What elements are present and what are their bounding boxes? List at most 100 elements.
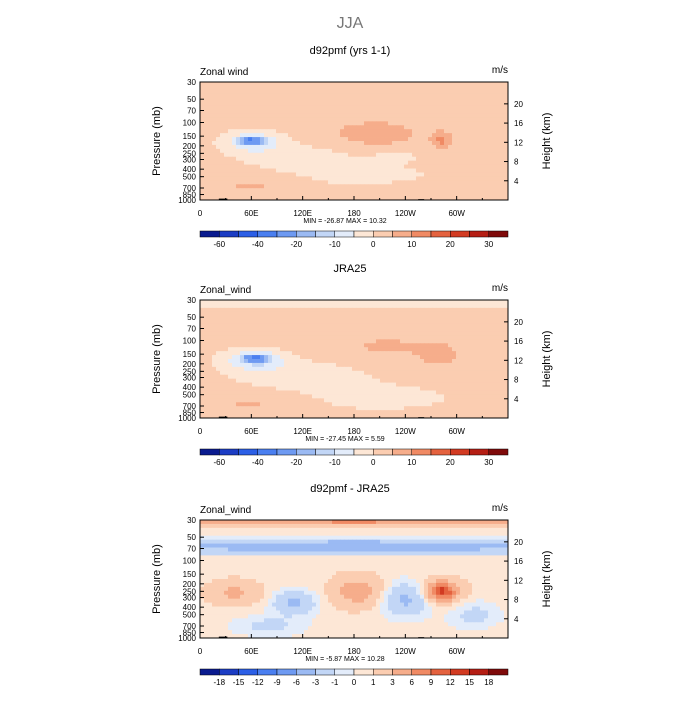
field-cell xyxy=(428,398,432,402)
field-cell xyxy=(244,188,248,192)
field-cell xyxy=(440,82,444,86)
field-cell xyxy=(408,406,412,410)
field-cell xyxy=(496,308,500,312)
field-cell xyxy=(320,133,324,137)
field-cell xyxy=(240,82,244,86)
field-cell xyxy=(440,320,444,324)
field-cell xyxy=(308,145,312,149)
field-cell xyxy=(396,371,400,375)
field-cell xyxy=(392,375,396,379)
colorbar-swatch xyxy=(277,449,296,455)
field-cell xyxy=(312,351,316,355)
field-cell xyxy=(264,355,268,359)
field-cell xyxy=(248,165,252,169)
field-cell xyxy=(452,161,456,165)
field-cell xyxy=(300,90,304,94)
field-cell xyxy=(200,324,204,328)
field-cell xyxy=(500,371,504,375)
field-cell xyxy=(392,406,396,410)
field-cell xyxy=(488,110,492,114)
field-cell xyxy=(384,192,388,196)
field-cell xyxy=(316,98,320,102)
field-cell xyxy=(252,180,256,184)
field-cell xyxy=(496,184,500,188)
colorbar-swatch xyxy=(258,449,277,455)
field-cell xyxy=(244,324,248,328)
field-cell xyxy=(360,180,364,184)
field-cell xyxy=(228,316,232,320)
field-cell xyxy=(432,406,436,410)
field-cell xyxy=(308,335,312,339)
field-cell xyxy=(416,94,420,98)
field-cell xyxy=(264,398,268,402)
field-cell xyxy=(396,117,400,121)
field-cell xyxy=(436,176,440,180)
field-cell xyxy=(432,402,436,406)
field-cell xyxy=(212,184,216,188)
field-cell xyxy=(272,133,276,137)
field-cell xyxy=(216,188,220,192)
field-cell xyxy=(248,172,252,176)
field-cell xyxy=(496,149,500,153)
field-cell xyxy=(364,371,368,375)
field-cell xyxy=(332,312,336,316)
field-cell xyxy=(212,169,216,173)
field-cell xyxy=(292,524,296,528)
field-cell xyxy=(300,188,304,192)
field-cell xyxy=(340,161,344,165)
field-cell xyxy=(360,157,364,161)
field-cell xyxy=(488,113,492,117)
field-cell xyxy=(388,328,392,332)
field-cell xyxy=(500,331,504,335)
field-cell xyxy=(304,520,308,524)
field-cell xyxy=(356,367,360,371)
field-cell xyxy=(500,320,504,324)
field-cell xyxy=(252,129,256,133)
field-cell xyxy=(404,343,408,347)
field-cell xyxy=(340,324,344,328)
field-cell xyxy=(208,387,212,391)
field-cell xyxy=(436,379,440,383)
field-cell xyxy=(468,387,472,391)
field-cell xyxy=(372,355,376,359)
field-cell xyxy=(452,129,456,133)
field-cell xyxy=(444,406,448,410)
field-cell xyxy=(276,98,280,102)
field-cell xyxy=(488,117,492,121)
field-cell xyxy=(424,121,428,125)
field-cell xyxy=(448,180,452,184)
field-cell xyxy=(208,102,212,106)
field-cell xyxy=(236,82,240,86)
field-cell xyxy=(424,402,428,406)
field-cell xyxy=(276,129,280,133)
field-cell xyxy=(468,137,472,141)
field-cell xyxy=(400,172,404,176)
field-cell xyxy=(216,394,220,398)
field-cell xyxy=(380,98,384,102)
field-cell xyxy=(324,113,328,117)
field-cell xyxy=(452,308,456,312)
field-cell xyxy=(372,335,376,339)
field-cell xyxy=(496,110,500,114)
field-cell xyxy=(476,176,480,180)
field-cell xyxy=(284,410,288,414)
field-cell xyxy=(232,351,236,355)
field-cell xyxy=(220,339,224,343)
field-cell xyxy=(328,367,332,371)
field-cell xyxy=(380,394,384,398)
field-cell xyxy=(484,90,488,94)
field-cell xyxy=(304,176,308,180)
field-cell xyxy=(440,180,444,184)
field-cell xyxy=(296,169,300,173)
field-cell xyxy=(264,320,268,324)
field-cell xyxy=(320,347,324,351)
field-cell xyxy=(212,355,216,359)
field-cell xyxy=(488,328,492,332)
field-cell xyxy=(388,133,392,137)
field-cell xyxy=(212,300,216,304)
field-cell xyxy=(216,145,220,149)
field-cell xyxy=(316,176,320,180)
field-cell xyxy=(392,180,396,184)
field-cell xyxy=(472,383,476,387)
field-cell xyxy=(360,406,364,410)
